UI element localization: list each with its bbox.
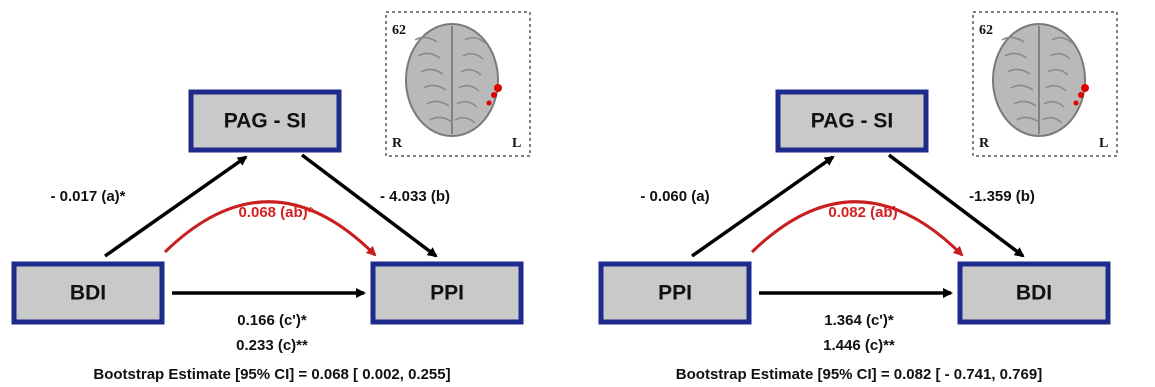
arrow-b [889, 155, 1023, 256]
activation [1078, 92, 1084, 98]
path-ab: 0.068 (ab)* [238, 204, 313, 221]
inset-left: R [979, 136, 990, 151]
mediator-label: PAG - SI [224, 110, 306, 133]
path-c: 0.233 (c)** [236, 337, 308, 354]
path-c: 1.446 (c)** [823, 337, 895, 354]
inset-right: L [1099, 136, 1108, 151]
activation [491, 92, 497, 98]
path-b: -1.359 (b) [969, 188, 1035, 205]
path-ab: 0.082 (ab) [828, 204, 897, 221]
activation [487, 101, 492, 106]
path-a: - 0.060 (a) [640, 188, 709, 205]
inset-slice: 62 [979, 23, 993, 38]
path-c-prime: 0.166 (c')* [237, 312, 307, 329]
predictor-label: PPI [658, 282, 692, 305]
predictor-label: BDI [70, 282, 106, 305]
path-a: - 0.017 (a)* [50, 188, 125, 205]
diagram: 62 R L PAG - SI BDI PPI - 0.017 (a)* - 4.033 (b… [0, 0, 1155, 387]
arrow-b [302, 155, 436, 256]
mediation-panel: 62 R L PAG - SI PPI BDI - 0.060 (a) -1.359 (b) 0… [601, 12, 1117, 383]
path-b: - 4.033 (b) [380, 188, 450, 205]
path-c-prime: 1.364 (c')* [824, 312, 894, 329]
mediation-panel: 62 R L PAG - SI BDI PPI - 0.017 (a)* - 4.033 (b… [14, 12, 530, 383]
bootstrap: Bootstrap Estimate [95% CI] = 0.082 [ - … [676, 366, 1042, 383]
mediator-label: PAG - SI [811, 110, 893, 133]
outcome-label: PPI [430, 282, 464, 305]
activation [1074, 101, 1079, 106]
bootstrap: Bootstrap Estimate [95% CI] = 0.068 [ 0.… [93, 366, 450, 383]
activation [494, 84, 502, 92]
inset-right: L [512, 136, 521, 151]
inset-slice: 62 [392, 23, 406, 38]
outcome-label: BDI [1016, 282, 1052, 305]
inset-left: R [392, 136, 403, 151]
activation [1081, 84, 1089, 92]
